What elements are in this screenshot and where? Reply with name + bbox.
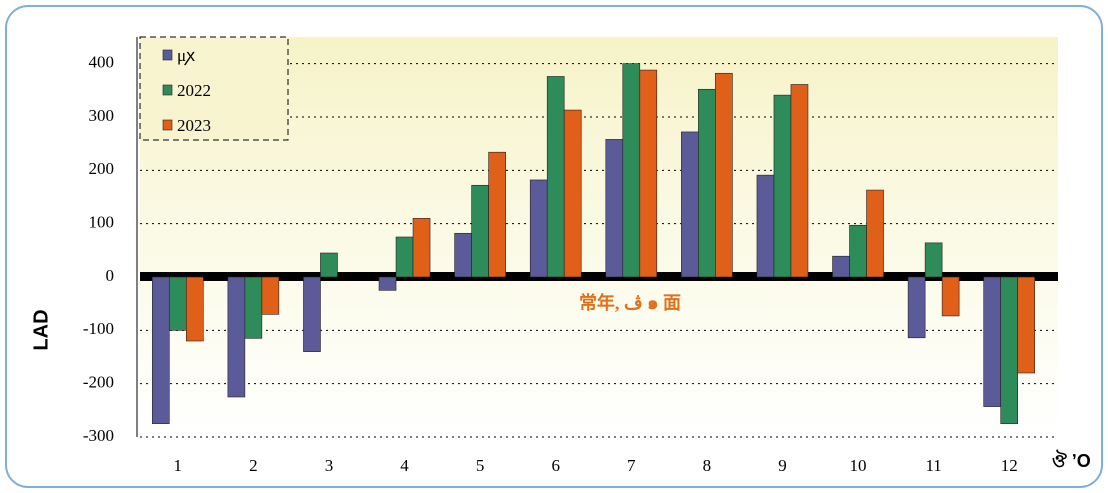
bar <box>454 232 472 278</box>
annotation: 常年, ڤ ๑ 面 <box>579 292 681 313</box>
bar <box>303 276 321 352</box>
bar <box>488 151 506 278</box>
bar <box>907 276 926 339</box>
legend-swatch <box>162 119 173 131</box>
legend-label: 2023 <box>177 116 211 135</box>
bar <box>773 94 792 278</box>
bar <box>924 242 943 278</box>
bar <box>546 76 565 278</box>
bar <box>756 174 775 278</box>
bar <box>563 109 582 278</box>
y-tick-label: 200 <box>89 159 115 178</box>
bar <box>471 184 489 278</box>
x-axis-label: ঔ ʼO <box>1052 449 1091 471</box>
bar <box>261 276 280 315</box>
bar <box>941 276 960 317</box>
bar <box>185 276 204 342</box>
bar <box>227 276 246 398</box>
bar <box>151 276 170 424</box>
x-tick-label: 4 <box>400 456 409 475</box>
legend-label: 2022 <box>177 81 211 100</box>
legend-box <box>139 36 289 141</box>
y-tick-label: -200 <box>83 373 114 392</box>
bar <box>832 255 850 278</box>
bar <box>529 179 548 278</box>
legend-swatch <box>162 84 173 96</box>
y-tick-label: 0 <box>106 266 115 285</box>
bar <box>378 276 397 291</box>
x-tick-label: 2 <box>249 456 258 475</box>
y-axis-label: LAD <box>30 309 52 350</box>
bar <box>639 69 658 278</box>
y-tick-label: 100 <box>89 213 115 232</box>
zero-line <box>140 272 1058 281</box>
y-tick-label: -100 <box>83 319 114 338</box>
bar <box>1017 276 1036 374</box>
y-tick-label: 400 <box>89 53 115 72</box>
y-tick-label: 300 <box>89 106 115 125</box>
bar <box>412 218 431 278</box>
x-tick-label: 6 <box>551 456 560 475</box>
bar <box>715 72 733 278</box>
bar <box>866 189 884 278</box>
bar <box>605 139 624 278</box>
bar <box>320 252 338 278</box>
bar <box>698 88 716 278</box>
bar <box>1000 276 1019 424</box>
x-tick-label: 11 <box>925 456 941 475</box>
x-tick-label: 12 <box>1001 456 1018 475</box>
x-tick-label: 3 <box>325 456 334 475</box>
bar <box>395 236 414 278</box>
bar <box>168 276 187 331</box>
bar <box>849 224 867 278</box>
x-tick-label: 10 <box>850 456 867 475</box>
x-tick-label: 1 <box>174 456 183 475</box>
bar <box>622 63 641 278</box>
bar <box>681 131 699 278</box>
x-tick-label: 9 <box>778 456 787 475</box>
bar <box>790 84 809 278</box>
plot-area <box>140 37 1058 437</box>
x-tick-label: 7 <box>627 456 636 475</box>
bar <box>244 276 263 339</box>
legend-swatch <box>162 49 173 61</box>
legend-label: μꭗ <box>177 46 195 66</box>
bar <box>983 276 1002 407</box>
y-tick-label: -300 <box>83 426 114 445</box>
x-tick-label: 8 <box>703 456 712 475</box>
x-tick-label: 5 <box>476 456 485 475</box>
